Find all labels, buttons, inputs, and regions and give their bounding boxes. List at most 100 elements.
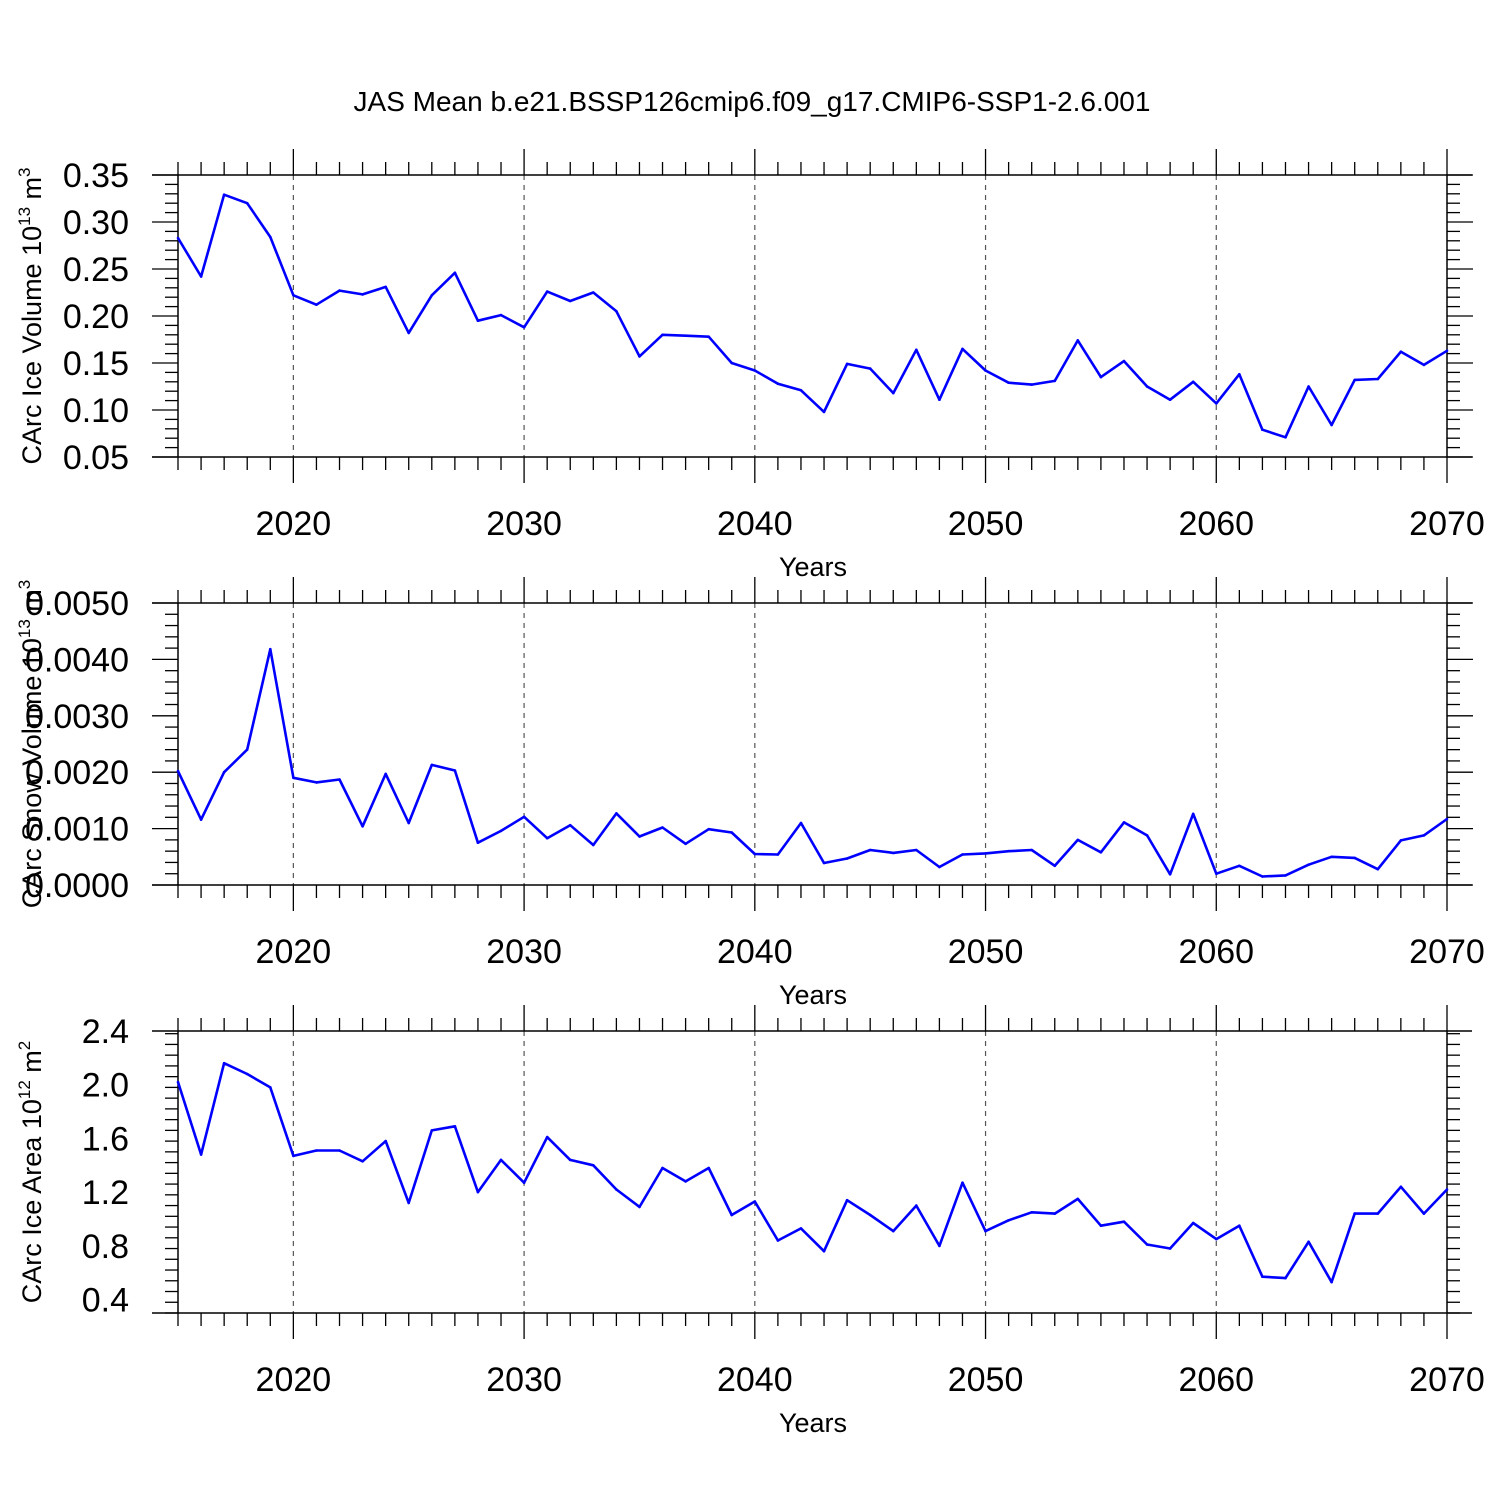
data-point <box>1215 402 1218 405</box>
x-tick-label: 2050 <box>948 505 1024 543</box>
data-point <box>361 293 364 296</box>
chart-panel-1: 2020 2030 2040 2050 2060 2070 Years 0.05 0.10 0.1… <box>15 149 1485 582</box>
data-point <box>1122 821 1126 824</box>
data-point <box>938 1244 941 1248</box>
data-point <box>753 1200 757 1203</box>
data-point <box>1215 1237 1218 1241</box>
data-point <box>615 812 618 815</box>
data-point <box>522 815 526 819</box>
data-point <box>568 299 572 303</box>
x-axis-label: Years <box>779 1408 847 1438</box>
data-point <box>1376 867 1380 871</box>
y-tick-label: 1.2 <box>82 1174 129 1212</box>
y-tick-label: 0.0000 <box>25 867 129 905</box>
data-point <box>1099 1224 1103 1227</box>
y-tick-label: 2.4 <box>82 1013 129 1051</box>
x-tick-label: 2040 <box>717 1361 793 1399</box>
x-tick-label: 2060 <box>1178 505 1254 543</box>
data-point <box>292 1154 295 1158</box>
data-point <box>1307 1240 1310 1244</box>
data-point <box>868 848 872 852</box>
data-point <box>1053 379 1057 383</box>
data-point <box>568 823 572 827</box>
x-tick-label: 2060 <box>1178 1361 1254 1399</box>
data-point <box>1376 377 1380 381</box>
figure-title: JAS Mean b.e21.BSSP126cmip6.f09_g17.CMIP… <box>354 86 1151 117</box>
data-point <box>1191 1221 1195 1225</box>
data-point <box>1053 1212 1057 1215</box>
y-axis-label: CArc Snow Volume 1013 m3 <box>15 580 47 909</box>
data-point <box>1284 874 1287 877</box>
data-point <box>176 1080 180 1084</box>
data-point <box>1330 855 1333 859</box>
data-point <box>1168 398 1172 402</box>
data-point <box>845 1198 849 1202</box>
data-point <box>361 1160 364 1163</box>
data-point <box>961 1181 964 1184</box>
data-point <box>1445 817 1449 821</box>
data-point <box>661 1166 664 1170</box>
x-tick-label: 2030 <box>486 933 562 971</box>
x-tick-label: 2070 <box>1409 933 1485 971</box>
data-point <box>361 825 364 828</box>
data-point <box>1238 373 1241 376</box>
data-point <box>1376 1212 1380 1215</box>
data-point <box>938 398 941 402</box>
data-point <box>1399 1185 1403 1189</box>
data-point <box>684 842 687 846</box>
data-point <box>868 367 872 370</box>
data-point <box>338 1149 341 1152</box>
data-point <box>384 772 388 776</box>
y-tick-label: 1.6 <box>82 1120 129 1158</box>
data-point <box>338 778 341 781</box>
data-point <box>199 818 203 821</box>
data-point <box>1168 1247 1172 1250</box>
x-tick-label: 2020 <box>256 505 332 543</box>
chart-panel-2: 2020 2030 2040 2050 2060 2070 Years 0.0000 0.001… <box>15 577 1485 1010</box>
data-point <box>1007 381 1010 385</box>
y-tick-label: 0.10 <box>63 392 129 430</box>
data-point <box>1307 385 1310 388</box>
data-point <box>407 331 411 335</box>
data-point <box>638 835 641 838</box>
data-point <box>799 389 803 392</box>
data-point <box>1445 349 1449 353</box>
data-point <box>1261 428 1264 432</box>
data-point <box>222 193 226 196</box>
y-tick-label: 0.35 <box>63 157 129 195</box>
x-tick-label: 2020 <box>256 933 332 971</box>
data-point <box>292 294 295 297</box>
data-point <box>638 355 641 358</box>
data-point <box>245 1072 249 1076</box>
data-point <box>1122 359 1126 363</box>
x-axis-label: Years <box>779 552 847 582</box>
data-point <box>615 310 618 313</box>
data-point <box>430 1129 434 1132</box>
data-point <box>1191 380 1195 384</box>
data-point <box>545 1135 549 1139</box>
data-point <box>661 826 664 829</box>
data-point <box>176 769 180 773</box>
data-point <box>269 647 272 651</box>
data-point <box>753 369 757 372</box>
data-point <box>499 313 503 317</box>
data-point <box>1076 339 1080 342</box>
data-point <box>1330 423 1333 427</box>
data-point <box>776 382 780 386</box>
series-line <box>176 1061 1448 1284</box>
data-point <box>522 1181 526 1184</box>
data-point <box>568 1158 572 1162</box>
data-point <box>707 1166 710 1170</box>
y-tick-label: 0.20 <box>63 298 129 336</box>
data-point <box>315 1149 318 1152</box>
data-point <box>476 1190 480 1194</box>
data-point <box>453 769 457 772</box>
data-point <box>1330 1280 1333 1284</box>
data-point <box>984 1229 987 1233</box>
data-point <box>1215 872 1218 875</box>
y-tick-label: 2.0 <box>82 1067 129 1105</box>
x-tick-label: 2070 <box>1409 1361 1485 1399</box>
data-point <box>915 1204 918 1207</box>
data-point <box>1007 1219 1010 1222</box>
data-point <box>476 319 480 323</box>
